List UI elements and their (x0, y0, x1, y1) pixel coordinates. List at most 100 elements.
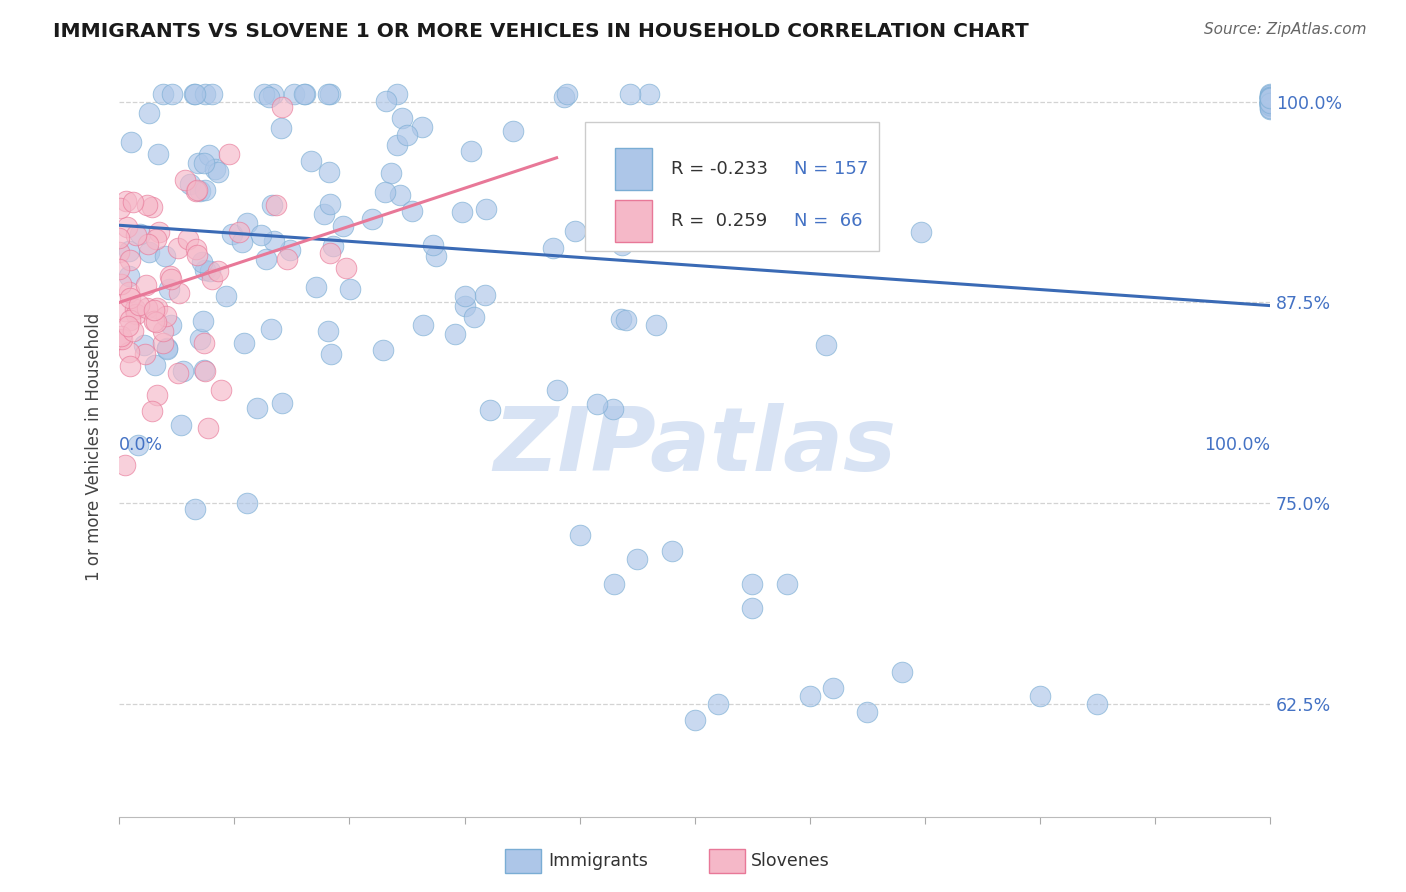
Point (332, 219, 354, 234)
Point (380, 166, 402, 180)
Point (254, 252, 277, 267)
Point (1258, 89, 1281, 103)
Point (193, 362, 215, 376)
Point (1258, 94, 1281, 108)
FancyBboxPatch shape (616, 200, 652, 242)
Text: Source: ZipAtlas.com: Source: ZipAtlas.com (1204, 22, 1367, 37)
Point (387, 138, 409, 153)
Point (1258, 98, 1281, 112)
Point (451, 204, 474, 219)
Point (603, 576, 626, 591)
Point (183, 87, 205, 101)
Point (207, 263, 229, 277)
Point (821, 681, 844, 695)
Point (278, 243, 301, 257)
Point (606, 195, 628, 210)
Point (194, 87, 217, 101)
Point (772, 179, 794, 194)
Point (124, 301, 146, 316)
Point (262, 198, 284, 212)
Point (120, 135, 142, 149)
Point (422, 237, 444, 252)
Point (136, 198, 159, 212)
Point (186, 183, 208, 197)
Point (1258, 102, 1281, 116)
Point (184, 502, 207, 516)
Point (117, 318, 139, 333)
Point (264, 198, 287, 212)
Point (246, 401, 269, 415)
Point (135, 301, 157, 315)
Point (731, 145, 754, 159)
Point (541, 241, 564, 255)
Point (257, 90, 280, 104)
Point (299, 153, 322, 168)
Point (236, 216, 259, 230)
Point (194, 263, 217, 277)
Y-axis label: 1 or more Vehicles in Household: 1 or more Vehicles in Household (86, 313, 103, 581)
Point (233, 335, 256, 350)
Point (1258, 89, 1281, 103)
Point (304, 280, 326, 294)
Point (197, 148, 219, 162)
Point (118, 345, 141, 359)
Point (683, 713, 706, 727)
Point (263, 235, 285, 249)
Point (231, 235, 253, 249)
Point (108, 201, 131, 215)
Point (184, 185, 207, 199)
Point (114, 303, 136, 318)
Point (474, 202, 496, 216)
Point (585, 397, 607, 411)
Point (156, 341, 179, 355)
Point (276, 252, 298, 267)
FancyBboxPatch shape (616, 148, 652, 190)
Point (478, 402, 501, 417)
Point (374, 185, 396, 199)
Point (160, 87, 183, 101)
Point (1258, 95, 1281, 110)
Point (115, 220, 138, 235)
Point (319, 87, 342, 101)
Text: Slovenes: Slovenes (751, 852, 830, 870)
Point (1258, 87, 1281, 102)
Point (361, 212, 384, 227)
Point (183, 87, 205, 101)
Text: 0.0%: 0.0% (120, 436, 163, 454)
Point (395, 128, 418, 143)
Point (166, 241, 188, 255)
Point (157, 282, 180, 296)
Point (474, 287, 496, 301)
Point (391, 111, 413, 125)
Point (110, 329, 132, 343)
Point (186, 242, 208, 256)
Point (117, 244, 139, 258)
Point (1258, 89, 1281, 103)
Point (271, 396, 294, 410)
Point (121, 324, 143, 338)
Point (339, 282, 361, 296)
Point (118, 253, 141, 268)
Point (207, 165, 229, 179)
Point (167, 366, 190, 380)
Point (145, 315, 167, 329)
Point (120, 291, 142, 305)
Point (187, 156, 209, 170)
Point (197, 421, 219, 435)
Point (110, 277, 132, 291)
Point (443, 326, 465, 341)
Point (412, 318, 434, 333)
Point (1258, 97, 1281, 112)
Point (568, 528, 591, 542)
Point (145, 388, 167, 402)
Point (1029, 689, 1052, 703)
Point (638, 87, 661, 101)
Point (388, 188, 411, 202)
Point (312, 207, 335, 221)
Point (228, 226, 250, 240)
Text: N = 157: N = 157 (793, 160, 868, 178)
Point (118, 285, 141, 299)
Point (125, 227, 148, 242)
Point (1258, 92, 1281, 106)
Point (125, 307, 148, 321)
